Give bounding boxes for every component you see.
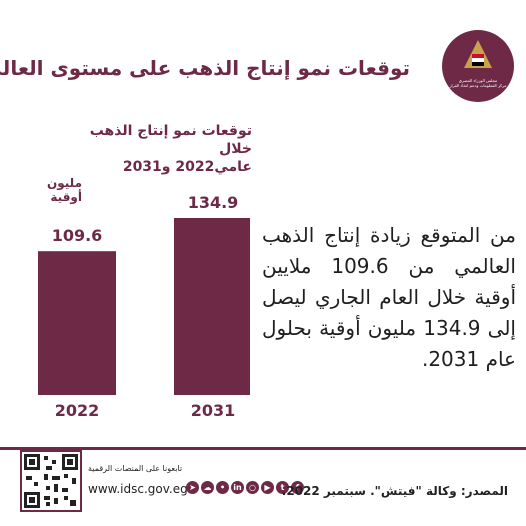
source-text: المصدر: وكالة "فيتش". سبتمبر 2022. bbox=[281, 484, 508, 498]
footer-divider bbox=[0, 447, 526, 450]
category-label-2022: 2022 bbox=[55, 401, 100, 420]
social-icons: ➤ ☁ • in ○ ▶ t f bbox=[186, 481, 304, 494]
bar-2022 bbox=[38, 251, 116, 395]
value-label-2031: 134.9 bbox=[188, 193, 239, 212]
linkedin-icon[interactable]: in bbox=[231, 481, 244, 494]
logo-line-2: مركز المعلومات ودعم اتخاذ القرار bbox=[449, 83, 507, 88]
logo-line-1: مجلس الوزراء المصري bbox=[458, 78, 498, 83]
qr-code-icon bbox=[24, 454, 78, 508]
youtube-icon[interactable]: ▶ bbox=[261, 481, 274, 494]
value-label-2022: 109.6 bbox=[52, 226, 103, 245]
page-title: توقعات نمو إنتاج الذهب على مستوى العالم bbox=[0, 56, 410, 80]
eagle-emblem-icon bbox=[464, 40, 492, 68]
chart-title-line-2: عامي2022 و2031 bbox=[122, 159, 252, 175]
chart-title: توقعات نمو إنتاج الذهب خلال عامي2022 و20… bbox=[68, 122, 252, 176]
chart-title-line-1: توقعات نمو إنتاج الذهب خلال bbox=[89, 123, 252, 157]
qr-code[interactable] bbox=[20, 450, 82, 512]
facebook-icon[interactable]: f bbox=[291, 481, 304, 494]
bar-2031 bbox=[174, 218, 250, 395]
website-link[interactable]: www.idsc.gov.eg bbox=[88, 482, 188, 496]
flickr-icon[interactable]: • bbox=[216, 481, 229, 494]
soundcloud-icon[interactable]: ☁ bbox=[201, 481, 214, 494]
category-label-2031: 2031 bbox=[191, 401, 236, 420]
instagram-icon[interactable]: ○ bbox=[246, 481, 259, 494]
telegram-icon[interactable]: ➤ bbox=[186, 481, 199, 494]
bar-chart: 109.6 2022 134.9 2031 bbox=[38, 193, 250, 420]
follow-us-text: تابعونا على المنصات الرقمية bbox=[88, 464, 183, 473]
description-text: من المتوقع زيادة إنتاج الذهب العالمي من … bbox=[262, 223, 516, 371]
twitter-icon[interactable]: t bbox=[276, 481, 289, 494]
idsc-logo: مجلس الوزراء المصري مركز المعلومات ودعم … bbox=[442, 30, 514, 102]
y-axis-unit-label: مليون أوقية bbox=[47, 176, 82, 204]
